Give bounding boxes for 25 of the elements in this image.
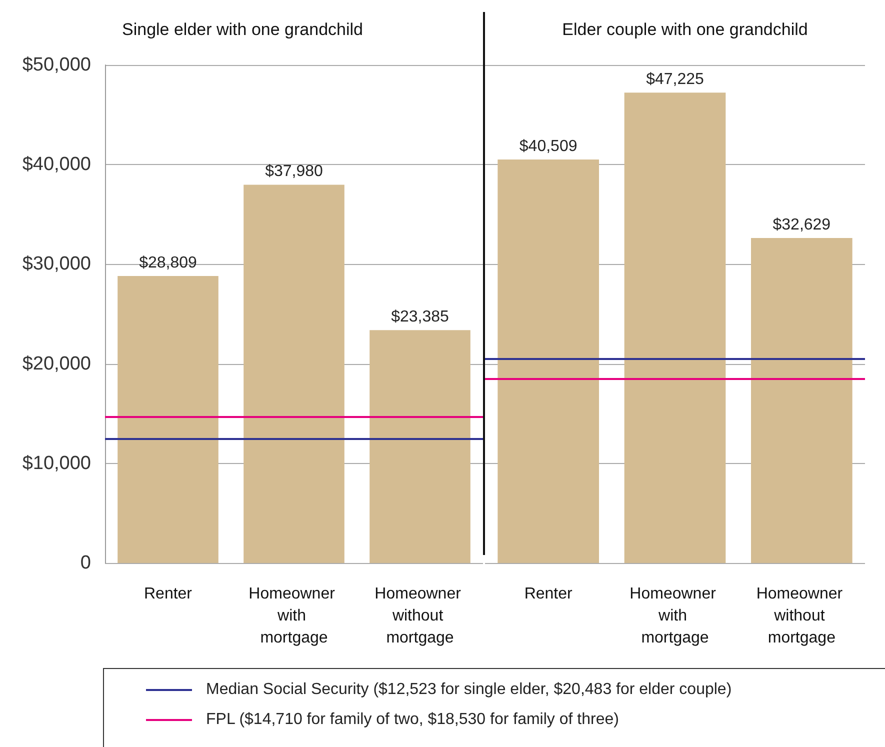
legend-label: Median Social Security ($12,523 for single elder, $20,483 for elder couple) (206, 681, 732, 699)
data-label: $40,509 (519, 138, 578, 156)
data-label: $47,225 (646, 71, 704, 88)
data-label: $28,809 (139, 254, 198, 272)
legend-label: FPL ($14,710 for family of two, $18,530 for family of three) (206, 711, 619, 729)
y-tick-label: $40,000 (22, 154, 91, 176)
y-tick-label: $10,000 (22, 452, 91, 474)
x-tick-label: Homeowner without mortgage (756, 586, 848, 646)
chart-title: Single elder with one grandchild (122, 20, 363, 39)
data-label: $37,980 (265, 163, 324, 180)
chart-title: Elder couple with one grandchild (562, 20, 808, 39)
y-tick-label: $50,000 (22, 54, 91, 76)
x-tick-label: Homeowner with mortgage (630, 586, 720, 646)
y-tick-label: 0 (80, 552, 91, 574)
bar (118, 276, 218, 563)
x-tick-label: Renter (524, 586, 574, 602)
data-label: $23,385 (391, 308, 450, 326)
data-label: $32,629 (772, 216, 831, 234)
x-tick-label: Homeowner with mortgage (248, 586, 340, 646)
x-tick-label: Homeowner without mortgage (374, 586, 466, 646)
y-tick-label: $30,000 (22, 254, 91, 275)
x-tick-label: Renter (144, 586, 193, 602)
bar (370, 330, 470, 563)
bar (244, 184, 344, 563)
y-tick-label: $20,000 (22, 353, 91, 374)
